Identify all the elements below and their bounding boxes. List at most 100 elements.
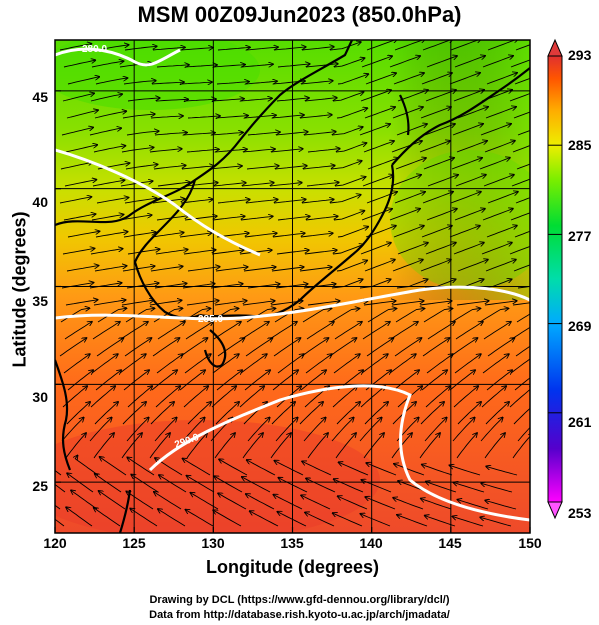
streamline bbox=[123, 370, 149, 391]
streamline bbox=[394, 464, 425, 476]
streamline bbox=[301, 199, 334, 204]
streamline bbox=[273, 47, 306, 51]
streamline bbox=[150, 402, 174, 425]
streamline bbox=[512, 302, 530, 306]
streamline bbox=[275, 284, 308, 289]
streamline bbox=[59, 338, 86, 357]
streamline bbox=[278, 478, 308, 493]
streamline bbox=[215, 116, 248, 119]
streamline bbox=[154, 492, 182, 510]
streamline bbox=[123, 81, 156, 85]
y-axis-label: Latitude (degrees) bbox=[9, 211, 30, 368]
streamline bbox=[250, 511, 279, 527]
streamline bbox=[239, 98, 272, 102]
colorbar-tick-253: 253 bbox=[568, 505, 592, 521]
streamline bbox=[274, 166, 307, 170]
streamline bbox=[423, 309, 452, 323]
streamline bbox=[393, 370, 419, 391]
streamline bbox=[244, 233, 277, 238]
streamline bbox=[306, 478, 336, 493]
streamline bbox=[152, 47, 185, 51]
streamline bbox=[93, 146, 125, 153]
streamline bbox=[241, 322, 269, 340]
streamline bbox=[515, 197, 530, 204]
streamline bbox=[61, 127, 93, 136]
streamline bbox=[424, 418, 447, 442]
streamline bbox=[359, 279, 391, 289]
streamline bbox=[511, 326, 530, 340]
y-tick-35: 35 bbox=[32, 293, 48, 309]
streamline bbox=[122, 402, 146, 425]
streamline bbox=[422, 465, 453, 476]
streamline bbox=[182, 133, 215, 135]
streamline bbox=[131, 475, 159, 493]
streamline bbox=[306, 322, 334, 340]
streamline bbox=[94, 266, 127, 272]
streamline bbox=[510, 59, 530, 68]
streamline bbox=[367, 309, 396, 323]
streamline bbox=[63, 60, 95, 68]
streamline bbox=[396, 279, 428, 289]
streamline bbox=[454, 483, 485, 493]
streamline bbox=[360, 90, 391, 102]
isotherm-280-line-2 bbox=[55, 148, 261, 257]
streamline bbox=[359, 124, 390, 136]
streamline bbox=[121, 300, 154, 306]
streamline bbox=[335, 433, 356, 459]
streamline bbox=[217, 47, 250, 51]
streamline bbox=[241, 183, 274, 187]
y-tick-40: 40 bbox=[32, 194, 48, 210]
streamline bbox=[67, 473, 94, 493]
streamline bbox=[331, 279, 363, 289]
streamline bbox=[272, 370, 298, 391]
streamline bbox=[300, 233, 333, 238]
streamline bbox=[187, 402, 211, 425]
streamline bbox=[209, 166, 242, 170]
streamline bbox=[183, 99, 216, 101]
streamline bbox=[154, 418, 177, 442]
streamline bbox=[185, 183, 218, 187]
streamline bbox=[364, 402, 388, 425]
x-tick-135: 135 bbox=[280, 535, 304, 551]
streamline bbox=[361, 209, 392, 221]
streamline bbox=[96, 198, 129, 204]
streamline bbox=[366, 40, 397, 51]
temperature-field bbox=[55, 40, 530, 533]
streamline bbox=[301, 47, 334, 51]
streamline bbox=[90, 249, 123, 255]
streamline bbox=[335, 143, 367, 153]
streamline bbox=[214, 433, 235, 459]
streamline bbox=[277, 512, 307, 527]
streamline bbox=[67, 77, 99, 85]
streamline bbox=[71, 490, 98, 510]
streamline bbox=[179, 82, 212, 84]
y-tick-30: 30 bbox=[32, 389, 48, 405]
streamline bbox=[247, 284, 280, 289]
streamline bbox=[244, 81, 277, 85]
streamline bbox=[389, 56, 420, 68]
streamline bbox=[212, 65, 245, 68]
streamline bbox=[363, 141, 394, 153]
streamline bbox=[269, 183, 302, 187]
streamline bbox=[421, 370, 447, 391]
streamline bbox=[419, 301, 452, 306]
streamline bbox=[333, 354, 360, 374]
streamline bbox=[305, 216, 338, 221]
streamline bbox=[89, 128, 121, 136]
streamline bbox=[179, 233, 212, 238]
streamline bbox=[336, 108, 367, 119]
streamline bbox=[159, 475, 187, 493]
streamline bbox=[158, 509, 186, 527]
streamline bbox=[307, 149, 340, 153]
streamline bbox=[240, 216, 273, 221]
streamline bbox=[218, 493, 247, 510]
streamline bbox=[152, 338, 179, 357]
streamline bbox=[181, 166, 214, 170]
streamline bbox=[338, 496, 368, 510]
streamline bbox=[125, 164, 158, 170]
streamline bbox=[122, 114, 155, 119]
streamline bbox=[332, 92, 364, 102]
streamline bbox=[450, 465, 481, 476]
streamline bbox=[307, 433, 328, 459]
streamline bbox=[454, 354, 481, 374]
